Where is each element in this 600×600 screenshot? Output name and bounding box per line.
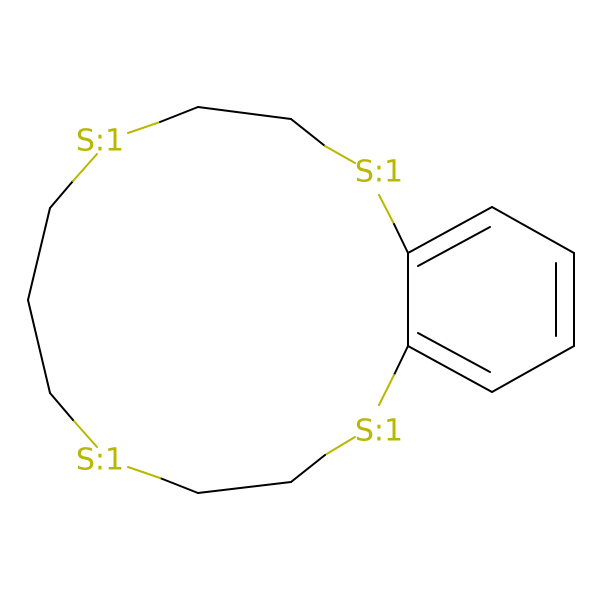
atom-labels: S:1 S:1 S:1 S:1 <box>76 124 403 478</box>
ring-bond-inner <box>417 226 491 267</box>
bond-c-c <box>27 299 51 394</box>
bond-s1-c <box>127 121 161 134</box>
atom-label-s3: S:1 <box>355 414 403 449</box>
bond-ring-c <box>393 345 409 376</box>
ring-bond <box>407 345 493 393</box>
bond-s3-c <box>324 436 356 456</box>
bond-c-ring <box>393 223 409 254</box>
bond-c-c <box>290 118 326 147</box>
bonds <box>27 106 575 494</box>
bond-c-c <box>159 477 199 494</box>
bond-s4-c <box>72 419 98 448</box>
bond-c-s1 <box>72 153 98 182</box>
bond-c-s3 <box>378 374 395 406</box>
atom-label-s1: S:1 <box>76 124 124 159</box>
bond-c-c <box>290 454 326 483</box>
bond-c-c <box>197 481 292 494</box>
atom-label-s4: S:1 <box>76 443 124 478</box>
bond-c-s2 <box>324 145 356 164</box>
ring-bond <box>491 345 575 393</box>
atom-label-s2: S:1 <box>355 155 403 190</box>
bond-c-c <box>27 207 51 301</box>
ring-bond-inner <box>417 332 491 373</box>
bond-c-c <box>197 106 292 120</box>
ring-bond <box>407 206 493 254</box>
bond-c-c <box>49 180 74 209</box>
ring-bond <box>491 206 575 254</box>
bond-c-c <box>159 106 199 123</box>
bond-c-c <box>49 392 74 421</box>
bond-c-s4 <box>127 466 161 479</box>
bond-s2-c <box>378 194 395 225</box>
